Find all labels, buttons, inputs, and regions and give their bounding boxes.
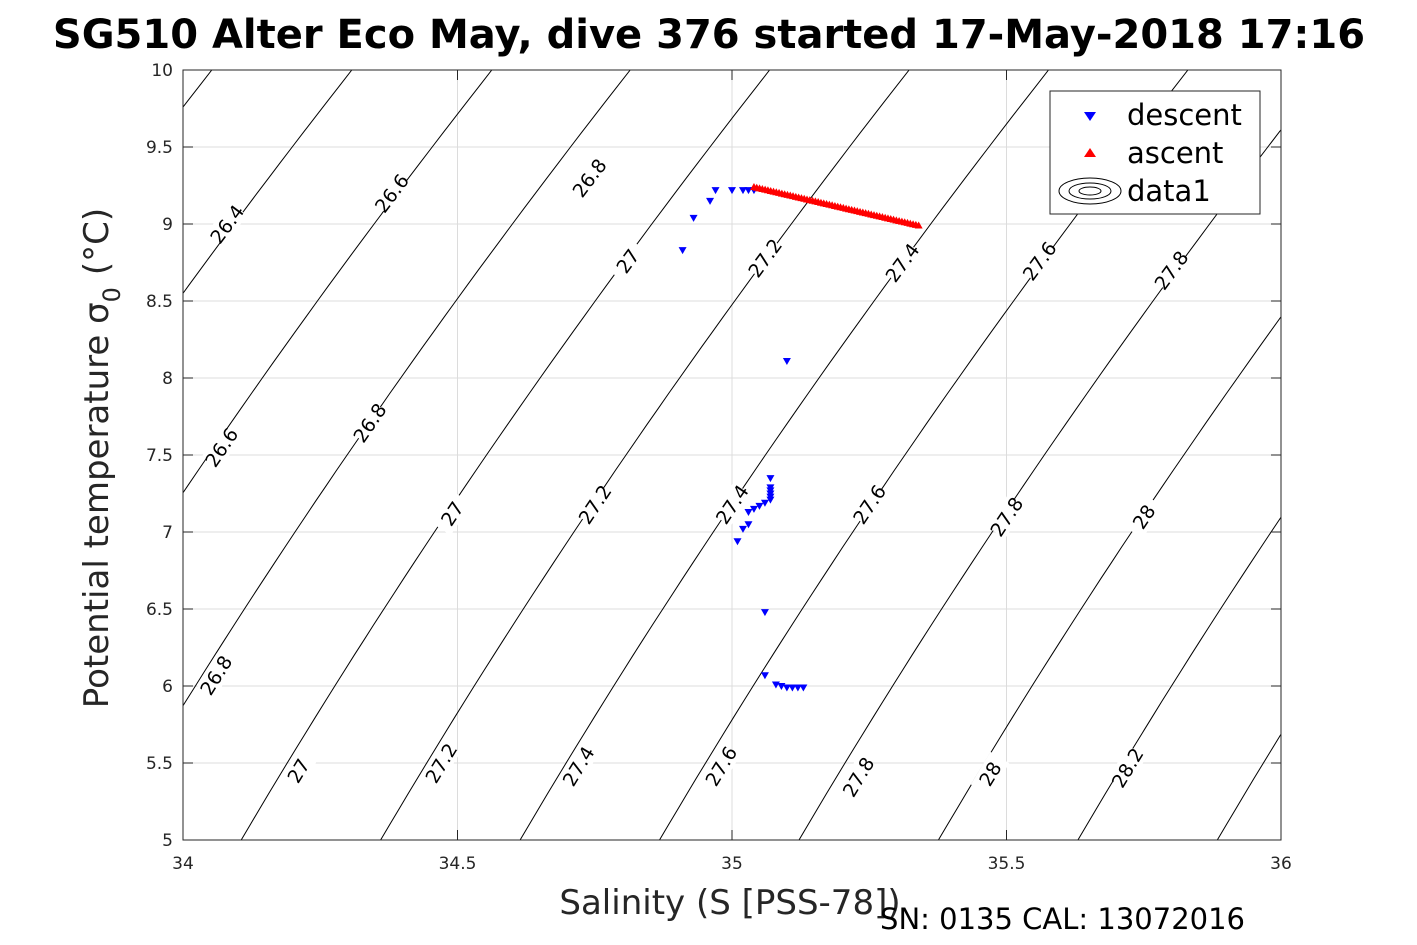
chart-title: SG510 Alter Eco May, dive 376 started 17…	[53, 12, 1365, 58]
y-tick-label: 6.5	[146, 600, 173, 620]
contour-label-bg	[744, 236, 786, 280]
legend-contour-marker	[1058, 177, 1122, 205]
descent-point	[738, 187, 747, 195]
y-tick-label: 9	[162, 215, 173, 235]
data-points	[678, 183, 923, 692]
descent-point	[760, 499, 769, 507]
density-contour-line	[183, 70, 353, 295]
legend-descent-marker	[1084, 112, 1096, 121]
axis-ticks: 34 34.5 35 35.5 36 5 5.5 6 6.5 7 7.5 8 8.5 9 9.5 10	[146, 61, 1292, 874]
x-tick-label: 35.5	[988, 854, 1026, 874]
descent-point	[706, 197, 715, 205]
descent-point	[755, 502, 764, 510]
y-axis-label-unit: (°C)	[77, 208, 117, 275]
descent-point	[744, 187, 753, 195]
contour-label-bg	[279, 748, 318, 793]
contour-label-bg	[1108, 745, 1147, 790]
contour-label-bg	[196, 653, 236, 698]
density-contour-line	[1077, 516, 1281, 840]
contour-label-bg	[701, 744, 741, 789]
contour-label-bg	[371, 171, 412, 215]
descent-point	[744, 521, 753, 529]
contour-label-bg	[849, 482, 889, 527]
contour-label-bg	[882, 240, 923, 285]
descent-point	[678, 247, 687, 255]
contour-label-bg	[1019, 239, 1060, 283]
serial-calibration-note: SN: 0135 CAL: 13072016	[880, 902, 1245, 936]
contour-label-bg	[432, 491, 472, 536]
x-tick-label: 35	[721, 854, 743, 874]
contour-label-bg	[1151, 248, 1192, 293]
contour-label-bg	[206, 202, 248, 246]
legend: descent ascent data1	[1049, 90, 1261, 215]
contour-label-bg	[986, 494, 1027, 539]
y-axis-label-main: Potential temperature σ	[77, 302, 117, 708]
descent-point	[749, 505, 758, 513]
y-tick-label: 7	[162, 523, 173, 543]
density-contour-line	[519, 70, 1049, 840]
legend-ascent-marker	[1084, 148, 1096, 157]
y-tick-label: 8	[162, 369, 173, 389]
descent-point	[744, 508, 753, 516]
contour-label-bg	[201, 425, 242, 470]
descent-point	[728, 187, 736, 195]
contour-label-bg	[575, 482, 615, 527]
y-axis-label-subscript: 0	[98, 287, 126, 302]
contour-label-bg	[349, 400, 390, 445]
y-tick-label: 7.5	[146, 446, 173, 466]
legend-box	[1049, 90, 1261, 215]
descent-point	[760, 672, 769, 680]
ascent-point	[914, 221, 923, 229]
descent-point	[711, 187, 720, 195]
y-tick-label: 5	[162, 831, 173, 851]
y-tick-label: 9.5	[146, 138, 173, 158]
contour-label-bg	[607, 239, 648, 283]
contour-label-bg	[559, 744, 598, 789]
contour-label-bg	[1124, 494, 1164, 539]
contour-label-bg	[421, 741, 461, 785]
density-contour-line	[240, 70, 770, 840]
density-contour-line	[183, 70, 631, 707]
descent-point	[689, 214, 698, 222]
x-axis-label: Salinity (S [PSS-78])	[559, 883, 900, 923]
descent-point	[766, 475, 775, 483]
legend-ascent-label: ascent	[1127, 136, 1223, 170]
descent-point	[793, 684, 802, 692]
legend-data1-label: data1	[1127, 174, 1211, 208]
contour-label-bg	[970, 751, 1010, 796]
descent-point	[799, 684, 808, 692]
y-tick-label: 8.5	[146, 292, 173, 312]
descent-point	[782, 684, 791, 692]
contour-label-bg	[712, 482, 752, 527]
legend-descent-label: descent	[1127, 98, 1242, 132]
descent-point	[760, 609, 769, 617]
descent-point	[738, 525, 747, 533]
contour-label-bg	[569, 156, 610, 200]
x-tick-label: 34.5	[439, 854, 477, 874]
density-contour-line	[937, 315, 1281, 840]
x-tick-label: 36	[1270, 854, 1292, 874]
descent-point	[733, 538, 742, 546]
contour-label-bg	[839, 754, 878, 799]
descent-point	[788, 684, 797, 692]
y-tick-label: 6	[162, 677, 173, 697]
y-tick-label: 10	[151, 61, 173, 81]
descent-point	[782, 358, 791, 366]
x-tick-label: 34	[172, 854, 194, 874]
descent-point	[766, 496, 775, 504]
y-axis-label: Potential temperature σ0 (°C)	[77, 208, 126, 708]
y-tick-label: 5.5	[146, 754, 173, 774]
